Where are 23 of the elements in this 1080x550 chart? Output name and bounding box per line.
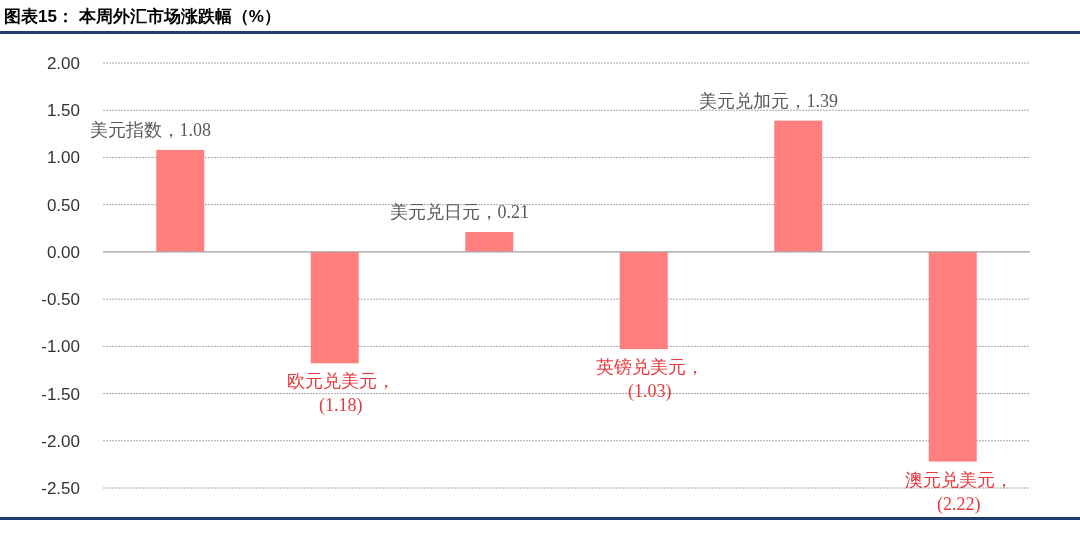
bar <box>928 251 977 462</box>
y-tick-label: -2.00 <box>41 431 80 451</box>
bar <box>465 232 514 252</box>
y-tick-label: -1.00 <box>41 337 80 357</box>
y-tick-label: 1.50 <box>46 101 80 121</box>
y-tick-label: -0.50 <box>41 290 80 310</box>
data-label: 英镑兑美元，(1.03) <box>595 357 704 403</box>
data-label: 欧元兑美元，(1.18) <box>286 371 395 417</box>
y-tick-label: 2.00 <box>46 54 80 73</box>
data-label: 美元兑加元，1.39 <box>698 90 838 111</box>
bar <box>619 251 668 350</box>
y-tick-label: 0.50 <box>46 195 80 215</box>
y-tick-label: 0.00 <box>46 242 80 262</box>
y-tick-label: 1.00 <box>46 148 80 168</box>
data-label: 美元指数，1.08 <box>89 119 211 140</box>
data-label: 美元兑日元，0.21 <box>389 202 529 223</box>
bar <box>156 149 205 252</box>
bar <box>310 251 359 364</box>
bar <box>774 120 823 252</box>
y-tick-label: -1.50 <box>41 384 80 404</box>
y-tick-label: -2.50 <box>41 479 80 498</box>
data-label: 澳元兑美元，(2.22) <box>904 469 1013 515</box>
chart-title: 图表15： 本周外汇市场涨跌幅（%） <box>4 7 281 26</box>
